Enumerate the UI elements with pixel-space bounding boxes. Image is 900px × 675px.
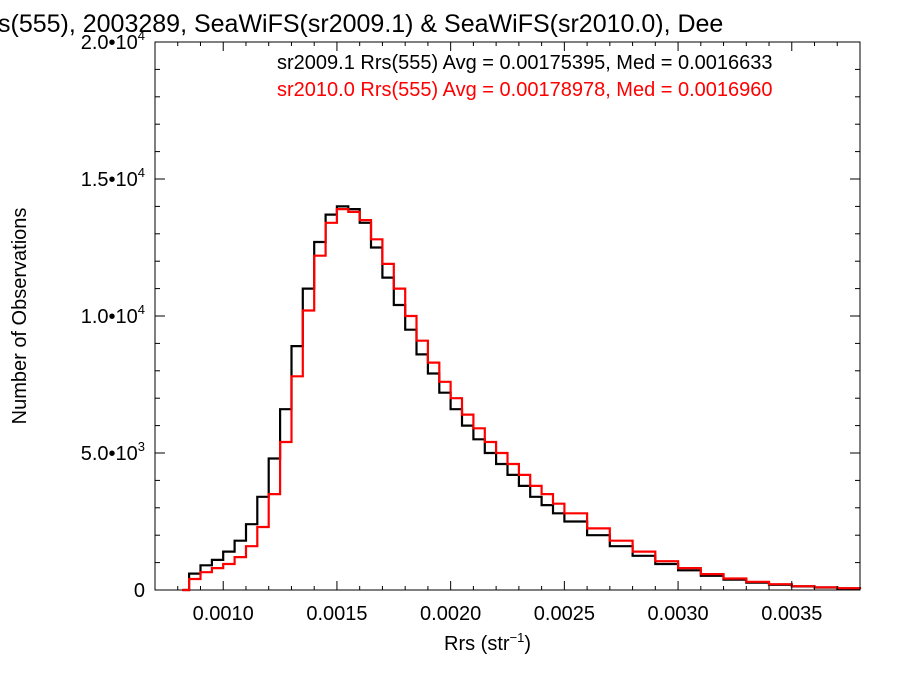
series-line-0	[182, 205, 862, 592]
x-axis-label-main: Rrs (str	[444, 633, 510, 655]
y-tick-label-3: 1.5•104	[81, 165, 145, 191]
x-axis: 0.0010 0.0015 0.0020 0.0025 0.0030 0.0035	[154, 42, 861, 625]
y-axis: 0 5.0•103 1.0•104 1.5•104 2.0•104	[81, 28, 860, 602]
x-axis-label-sup: −1	[510, 630, 525, 645]
annotation-sr2009: sr2009.1 Rrs(555) Avg = 0.00175395, Med …	[277, 52, 773, 74]
x-tick-label-3: 0.0025	[534, 603, 595, 625]
x-tick-label-0: 0.0010	[193, 603, 254, 625]
chart-title: s(555), 2003289, SeaWiFS(sr2009.1) & Sea…	[0, 10, 723, 38]
annotation-sr2010: sr2010.0 Rrs(555) Avg = 0.00178978, Med …	[277, 79, 773, 101]
x-tick-label-1: 0.0015	[306, 603, 367, 625]
series-line-1	[182, 208, 862, 592]
x-tick-label-2: 0.0020	[420, 603, 481, 625]
x-axis-label-end: )	[524, 633, 531, 655]
y-tick-label-1: 5.0•103	[81, 439, 145, 465]
x-axis-label: Rrs (str−1)	[444, 630, 531, 655]
plot-frame	[154, 41, 861, 591]
x-tick-label-4: 0.0030	[647, 603, 708, 625]
y-tick-label-4: 2.0•104	[81, 28, 145, 54]
x-tick-label-5: 0.0035	[761, 603, 822, 625]
y-axis-label: Number of Observations	[9, 208, 31, 425]
y-tick-label-0: 0	[134, 580, 145, 602]
series-layer	[182, 205, 862, 592]
y-tick-label-2: 1.0•104	[81, 302, 145, 328]
